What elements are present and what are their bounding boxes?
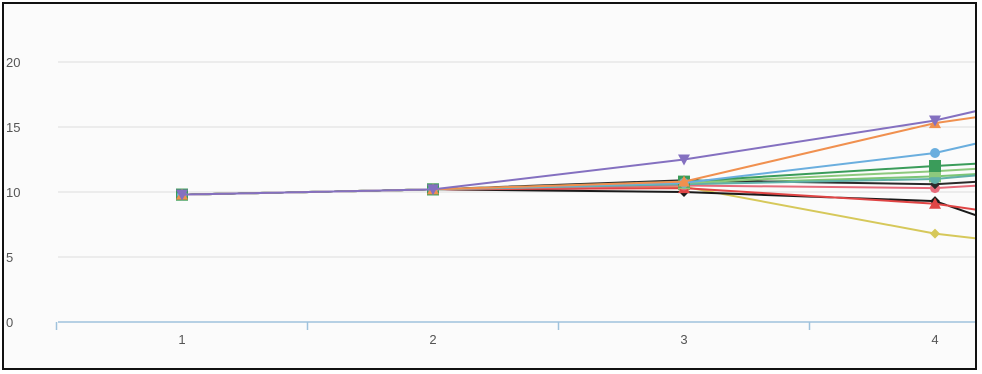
- data-point: [678, 154, 690, 166]
- series-line: [181, 188, 975, 216]
- y-tick-label: 15: [6, 120, 20, 135]
- y-tick-label: 20: [6, 55, 20, 70]
- series-1: [176, 110, 975, 201]
- chart-frame: 0 5 10 15 20 1 2 3 4: [2, 2, 977, 370]
- data-point: [929, 160, 941, 172]
- data-point: [930, 228, 940, 239]
- data-point: [176, 189, 188, 201]
- y-tick-label: 10: [6, 185, 20, 200]
- y-tick-label: 5: [6, 250, 13, 265]
- data-point: [929, 115, 941, 127]
- grid-lines: [58, 61, 975, 258]
- x-tick-label: 2: [429, 332, 436, 347]
- data-point: [929, 197, 941, 209]
- x-axis: 1 2 3 4: [55, 321, 975, 347]
- data-point: [930, 148, 940, 158]
- x-tick-label: 3: [680, 332, 687, 347]
- series-line: [181, 110, 975, 196]
- data-point: [678, 175, 690, 187]
- y-axis: 0 5 10 15 20: [6, 55, 20, 330]
- series-group: [176, 110, 975, 240]
- x-tick-label: 1: [178, 332, 185, 347]
- x-tick-label: 4: [931, 332, 938, 347]
- series-line: [181, 185, 975, 240]
- line-chart: 0 5 10 15 20 1 2 3 4: [6, 55, 975, 347]
- y-tick-label: 0: [6, 315, 13, 330]
- data-point: [427, 184, 439, 196]
